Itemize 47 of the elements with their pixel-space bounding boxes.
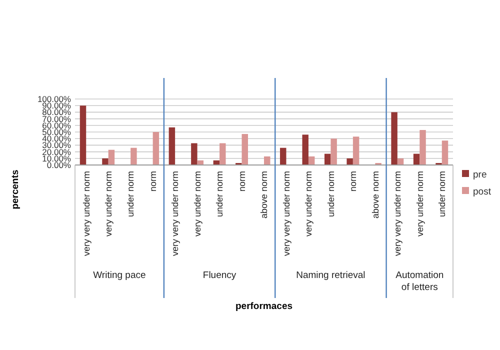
x-tick-label: very very under norm bbox=[170, 171, 180, 256]
bar bbox=[302, 134, 308, 165]
x-tick-label: very under norm bbox=[104, 171, 114, 237]
x-tick-label: norm bbox=[236, 171, 247, 192]
text: Automation of letters bbox=[396, 270, 444, 293]
bar bbox=[152, 132, 160, 165]
x-axis-title: performaces bbox=[235, 301, 293, 312]
text: Naming retrieval bbox=[296, 270, 366, 281]
x-tick-label: under norm bbox=[326, 171, 336, 218]
bar bbox=[191, 143, 198, 165]
bar bbox=[220, 143, 226, 165]
legend-label: post bbox=[473, 186, 492, 198]
x-tick-label: under norm bbox=[126, 171, 136, 218]
bar bbox=[108, 150, 115, 165]
bar bbox=[242, 134, 248, 165]
x-tick-label: very very under norm bbox=[81, 171, 92, 256]
bar bbox=[352, 136, 360, 165]
y-axis-title: percents bbox=[10, 170, 21, 210]
x-tick-label: under norm bbox=[214, 171, 225, 218]
bar bbox=[420, 130, 426, 165]
legend-label: pre bbox=[473, 169, 487, 180]
bar bbox=[280, 148, 286, 165]
bar bbox=[391, 112, 398, 165]
bar bbox=[130, 148, 137, 165]
x-tick-label: under norm bbox=[437, 171, 448, 218]
x-tick-label: very under norm bbox=[414, 171, 425, 237]
text: Fluency bbox=[202, 270, 236, 281]
x-tick-label: above norm bbox=[370, 171, 380, 219]
x-tick-label: very under norm bbox=[304, 171, 314, 237]
x-tick-label: very very under norm bbox=[281, 171, 292, 256]
bar bbox=[168, 127, 176, 165]
bar bbox=[330, 138, 337, 165]
bar bbox=[264, 156, 270, 165]
x-tick-label: norm bbox=[348, 171, 358, 192]
text: Writing pace bbox=[93, 270, 146, 281]
bar bbox=[102, 158, 108, 165]
bar bbox=[308, 156, 315, 165]
y-tick-label: 100.00% bbox=[37, 94, 72, 104]
x-tick-label: norm bbox=[148, 171, 158, 192]
bar bbox=[442, 140, 448, 165]
x-tick-label: very very under norm bbox=[392, 171, 403, 256]
x-tick-label: very under norm bbox=[192, 171, 202, 237]
bar bbox=[413, 154, 420, 165]
bar bbox=[80, 106, 86, 165]
x-tick-label: above norm bbox=[259, 171, 270, 219]
bar bbox=[324, 154, 331, 165]
bar bbox=[346, 158, 353, 165]
